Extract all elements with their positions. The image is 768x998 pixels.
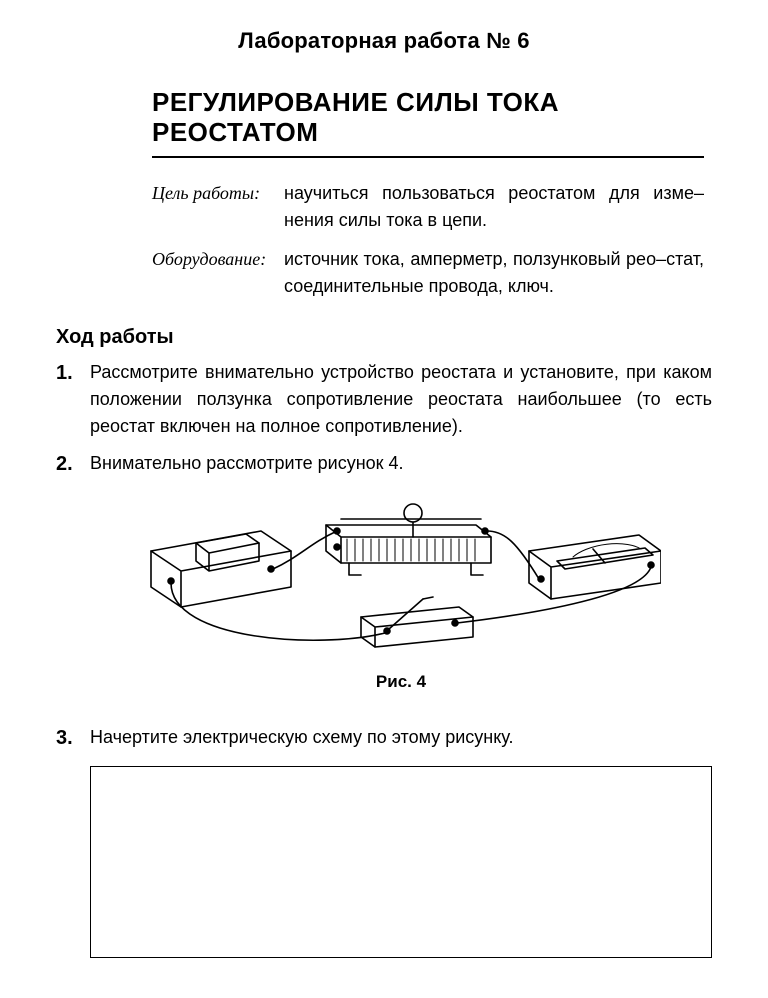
goal-text: научиться пользоваться реостатом для изм… [284,180,704,234]
answer-box [90,766,712,958]
step-number: 3. [56,724,90,752]
equipment-text: источник тока, амперметр, ползунковый ре… [284,246,704,300]
step-2-text: Внимательно рассмотрите рисунок 4. [90,453,404,473]
rheostat-icon [326,504,491,575]
title-block: РЕГУЛИРОВАНИЕ СИЛЫ ТОКА РЕОСТАТОМ Цель р… [152,88,704,300]
step-3: 3. Начертите электрическую схему по этом… [56,724,712,752]
figure-caption: Рис. 4 [90,669,712,695]
title-line-1: РЕГУЛИРОВАНИЕ СИЛЫ ТОКА [152,87,559,117]
power-source-icon [151,531,291,607]
switch-key-icon [361,597,473,647]
step-text: Внимательно рассмотрите рисунок 4. [90,450,712,715]
lab-title: РЕГУЛИРОВАНИЕ СИЛЫ ТОКА РЕОСТАТОМ [152,88,704,158]
page: Лабораторная работа № 6 РЕГУЛИРОВАНИЕ СИ… [0,0,768,998]
step-text: Рассмотрите внимательно устройство реост… [90,359,712,440]
goal-row: Цель работы: научиться пользоваться реос… [152,180,704,234]
ammeter-icon [529,535,661,599]
step-text: Начертите электрическую схему по этому р… [90,724,712,752]
step-2: 2. Внимательно рассмотрите рисунок 4. [56,450,712,715]
circuit-figure [141,491,661,661]
equipment-row: Оборудование: источник тока, амперметр, … [152,246,704,300]
equipment-label: Оборудование: [152,246,284,300]
steps-list: 1. Рассмотрите внимательно устройство ре… [56,359,712,753]
step-number: 1. [56,359,90,440]
title-line-2: РЕОСТАТОМ [152,117,318,147]
step-1: 1. Рассмотрите внимательно устройство ре… [56,359,712,440]
goal-label: Цель работы: [152,180,284,234]
procedure-heading: Ход работы [56,326,712,349]
step-number: 2. [56,450,90,715]
circuit-svg [141,491,661,661]
lab-number: Лабораторная работа № 6 [56,28,712,54]
